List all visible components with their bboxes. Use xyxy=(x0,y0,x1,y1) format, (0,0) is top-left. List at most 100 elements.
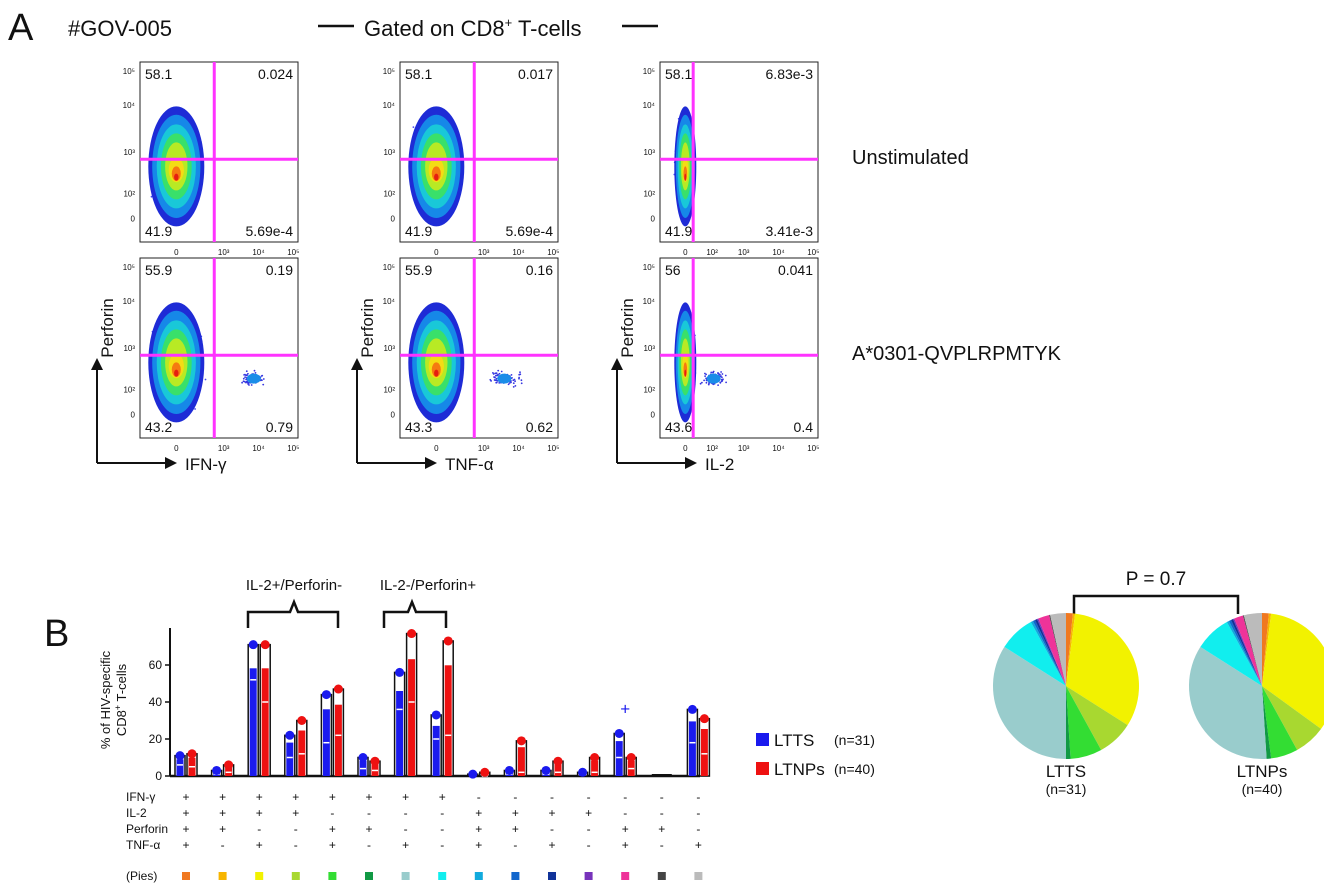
marker-sign: + xyxy=(475,822,482,836)
data-fill xyxy=(432,725,440,776)
marker-sign: + xyxy=(548,838,555,852)
y-axis-title-line2: CD8+ T-cells xyxy=(113,663,129,736)
x-tick-label: 10² xyxy=(706,444,718,453)
pie-color-key xyxy=(474,872,483,880)
event-dot xyxy=(512,379,515,382)
event-dot xyxy=(244,376,247,379)
max-point xyxy=(248,640,258,650)
quadrant-ll-value: 43.3 xyxy=(405,419,432,435)
y-tick-label: 10² xyxy=(383,189,395,198)
positive-cluster xyxy=(241,369,265,386)
event-dot xyxy=(705,381,708,384)
panel-a-letter: A xyxy=(8,7,34,49)
pie-slice xyxy=(1066,686,1071,759)
pie-slice xyxy=(1066,686,1128,750)
max-point xyxy=(333,684,343,694)
y-tick-label: 10⁴ xyxy=(383,101,396,110)
bar-ltnps xyxy=(296,716,308,777)
y-tick-label: 10³ xyxy=(123,148,135,157)
marker-sign: + xyxy=(475,838,482,852)
bar-ltnps xyxy=(222,760,235,777)
event-dot xyxy=(246,374,249,376)
event-dot xyxy=(721,376,723,379)
max-point xyxy=(614,728,624,738)
x-tick-label: 0 xyxy=(174,248,179,257)
max-point xyxy=(699,714,709,724)
max-point xyxy=(358,753,368,762)
y-axis-label: Perforin xyxy=(358,298,377,358)
bar-ltts xyxy=(467,769,479,779)
bar-ltnps xyxy=(479,767,491,777)
x-tick-label: 10⁵ xyxy=(547,444,559,453)
bar-ltts xyxy=(284,730,296,777)
bar-ltts xyxy=(613,728,625,777)
marker-row-perforin: Perforin xyxy=(126,822,168,836)
event-dot xyxy=(712,371,714,374)
max-point xyxy=(370,756,380,766)
event-dot xyxy=(703,379,705,382)
legend-label-ltnps: LTNPs xyxy=(774,760,825,779)
marker-sign: + xyxy=(695,838,702,852)
positive-cluster xyxy=(489,369,523,388)
cluster-core xyxy=(706,373,721,384)
event-dot xyxy=(489,378,492,381)
event-dot xyxy=(518,376,520,379)
y-tick-label: 10⁵ xyxy=(643,67,655,76)
density-contour xyxy=(174,369,179,377)
pie-slice xyxy=(1262,613,1324,729)
pie-slice xyxy=(1243,613,1262,686)
marker-sign: - xyxy=(294,822,298,836)
bar-ltts xyxy=(576,767,589,777)
pie-color-key xyxy=(438,872,447,880)
pie-ltnps xyxy=(1188,613,1324,760)
legend-swatch-ltnps xyxy=(756,762,769,775)
x-tick-label: 10⁵ xyxy=(287,248,299,257)
bracket-right-label: IL-2-/Perforin+ xyxy=(380,577,477,594)
event-dot xyxy=(721,373,724,375)
event-dot xyxy=(194,408,197,410)
bar-ltnps xyxy=(588,753,601,777)
gate-title-prefix: Gated on CD8 xyxy=(364,16,505,41)
event-dot xyxy=(495,379,498,382)
event-dot xyxy=(514,385,517,387)
event-dot xyxy=(511,377,513,379)
pie-n-ltnps: (n=40) xyxy=(1242,781,1283,797)
pie-slice xyxy=(1049,614,1066,686)
data-fill xyxy=(517,747,525,776)
marker-sign: + xyxy=(256,790,263,804)
quadrant-ul-value: 58.1 xyxy=(665,66,692,82)
bracket-left-shape xyxy=(246,598,340,628)
event-dot xyxy=(494,372,497,375)
bracket-il2pos-perfneg: IL-2+/Perforin- xyxy=(246,577,342,628)
x-tick-label: 0 xyxy=(683,444,688,453)
legend-n-ltnps: (n=40) xyxy=(834,761,875,777)
marker-sign: - xyxy=(696,806,700,820)
max-point xyxy=(468,769,478,779)
pie-label-ltts: LTTS xyxy=(1046,762,1086,781)
quadrant-ul-value: 55.9 xyxy=(405,262,432,278)
quadrant-ur-value: 0.19 xyxy=(266,262,293,278)
event-dot xyxy=(412,126,415,128)
data-fill xyxy=(396,691,404,776)
density-contour xyxy=(684,369,687,377)
flow-plot: 56 0.041 43.6 0.4 10⁵ 10⁴ 10³ 10² 0 0 10² 10³ 10⁴ 10⁵… xyxy=(611,257,819,474)
legend-label-ltts: LTTS xyxy=(774,731,814,750)
x-tick-label: 10⁴ xyxy=(252,444,265,453)
max-point xyxy=(541,765,551,775)
max-point xyxy=(297,716,307,725)
density-contour xyxy=(684,173,687,181)
marker-row-il2: IL-2 xyxy=(126,806,147,820)
marker-sign: - xyxy=(587,838,591,852)
quadrant-ur-value: 0.16 xyxy=(526,262,553,278)
marker-sign: - xyxy=(294,838,298,852)
event-dot xyxy=(520,379,523,382)
marker-sign: + xyxy=(329,822,336,836)
event-dot xyxy=(493,379,496,381)
quadrant-lr-value: 5.69e-4 xyxy=(246,223,294,239)
pie-color-key xyxy=(584,872,593,880)
marker-sign: + xyxy=(512,806,519,820)
data-fill xyxy=(176,759,184,776)
marker-sign: - xyxy=(440,806,444,820)
data-fill xyxy=(700,729,708,776)
density-contour xyxy=(171,362,181,377)
